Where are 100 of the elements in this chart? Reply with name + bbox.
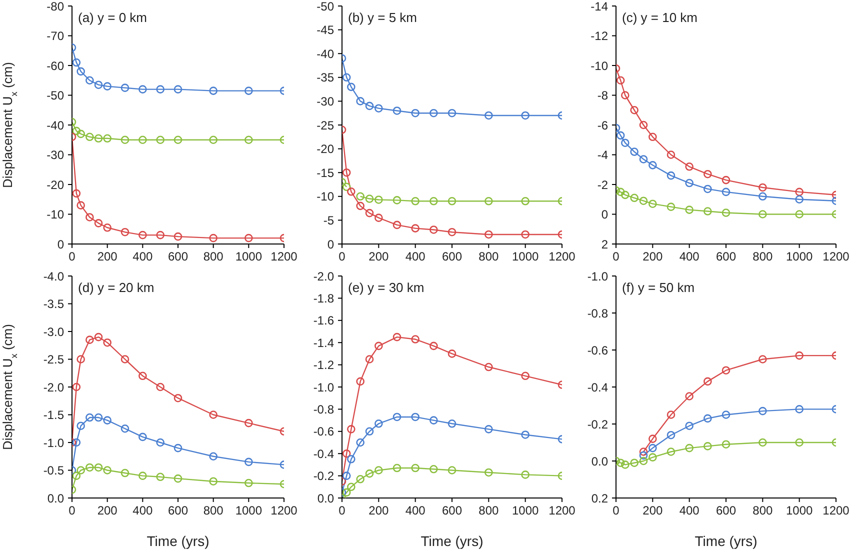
x-tick-label: 1000 xyxy=(786,504,814,518)
point xyxy=(356,192,364,201)
point xyxy=(685,422,694,430)
point xyxy=(430,197,438,206)
point xyxy=(374,214,383,222)
y-tick-label: -1.8 xyxy=(313,291,334,306)
point xyxy=(244,136,253,144)
y-tick-label: -60 xyxy=(46,58,64,73)
point xyxy=(411,464,420,472)
point xyxy=(342,73,351,82)
chart-title: (e) y = 30 km xyxy=(348,280,424,295)
point xyxy=(722,410,730,419)
point xyxy=(72,58,81,67)
y-tick-label: -10 xyxy=(316,190,334,204)
y-tick-label: -6 xyxy=(597,118,608,132)
point xyxy=(138,432,147,442)
point xyxy=(411,335,420,344)
point xyxy=(411,108,420,118)
y-tick-label: -0.4 xyxy=(313,446,334,461)
point xyxy=(616,188,625,196)
x-tick-label: 600 xyxy=(716,504,736,518)
point xyxy=(209,410,218,419)
point xyxy=(174,85,182,94)
point xyxy=(639,120,648,130)
point xyxy=(72,472,81,480)
point xyxy=(374,104,383,112)
point xyxy=(758,192,767,201)
point xyxy=(630,458,638,467)
point xyxy=(76,130,85,138)
point xyxy=(685,392,694,400)
point xyxy=(94,332,103,342)
point xyxy=(648,444,657,452)
point xyxy=(795,210,804,218)
point xyxy=(120,84,130,92)
point xyxy=(430,226,438,234)
point xyxy=(685,444,694,452)
x-tick-label: 0 xyxy=(612,504,620,518)
x-tick-label: 600 xyxy=(442,250,462,264)
point xyxy=(704,377,712,386)
point xyxy=(521,197,530,206)
point xyxy=(356,377,364,386)
point xyxy=(704,184,712,194)
point xyxy=(244,478,253,488)
x-tick-label: 200 xyxy=(368,250,389,264)
y-tick-label: -1.4 xyxy=(313,336,334,350)
x-tick-label: 800 xyxy=(752,504,773,518)
point xyxy=(103,134,112,143)
x-tick-label: 800 xyxy=(203,250,224,264)
x-tick-label: 1200 xyxy=(548,504,576,518)
x-tick-label: 1000 xyxy=(512,250,540,264)
point xyxy=(621,138,630,147)
x-tick-label: 1000 xyxy=(235,504,262,518)
x-tick-label: 400 xyxy=(132,250,153,264)
x-tick-label: 1200 xyxy=(822,504,850,518)
point xyxy=(86,336,94,344)
point xyxy=(156,85,164,94)
point xyxy=(639,451,648,460)
point xyxy=(648,161,657,170)
y-tick-label: -8 xyxy=(597,88,608,103)
point xyxy=(347,455,356,464)
x-tick-label: 0 xyxy=(68,250,76,264)
point xyxy=(356,97,364,106)
point xyxy=(103,416,112,424)
point xyxy=(521,372,530,380)
point xyxy=(521,230,530,239)
point xyxy=(392,412,402,422)
y-tick-label: -2 xyxy=(597,178,608,192)
point xyxy=(86,76,94,85)
point xyxy=(521,430,530,439)
point xyxy=(666,448,676,456)
y-tick-label: -0.2 xyxy=(587,417,608,432)
point xyxy=(685,206,694,214)
point xyxy=(411,224,420,232)
point xyxy=(621,460,630,469)
point xyxy=(342,472,351,480)
y-tick-label: 0 xyxy=(327,237,334,252)
point xyxy=(639,448,648,456)
point xyxy=(103,223,112,232)
y-tick-label: 0 xyxy=(601,208,608,222)
point xyxy=(342,168,351,177)
point xyxy=(666,150,676,159)
y-tick-label: -2.0 xyxy=(43,380,64,394)
point xyxy=(138,136,147,144)
x-tick-label: 1200 xyxy=(548,250,576,264)
point xyxy=(666,430,676,440)
x-tick-label: 800 xyxy=(752,250,773,264)
x-tick-label: 800 xyxy=(203,504,224,518)
point xyxy=(722,188,730,196)
x-tick-label: 0 xyxy=(612,250,620,264)
point xyxy=(94,134,103,143)
y-tick-label: -70 xyxy=(46,29,64,44)
point xyxy=(722,440,730,448)
point xyxy=(639,155,648,164)
y-tick-label: -3.0 xyxy=(43,324,64,339)
point xyxy=(722,366,730,374)
point xyxy=(103,466,112,474)
x-axis-title: Time (yrs) xyxy=(694,533,758,549)
y-tick-label: -50 xyxy=(316,0,334,14)
point xyxy=(244,234,253,242)
y-tick-label: -1.6 xyxy=(313,314,334,328)
